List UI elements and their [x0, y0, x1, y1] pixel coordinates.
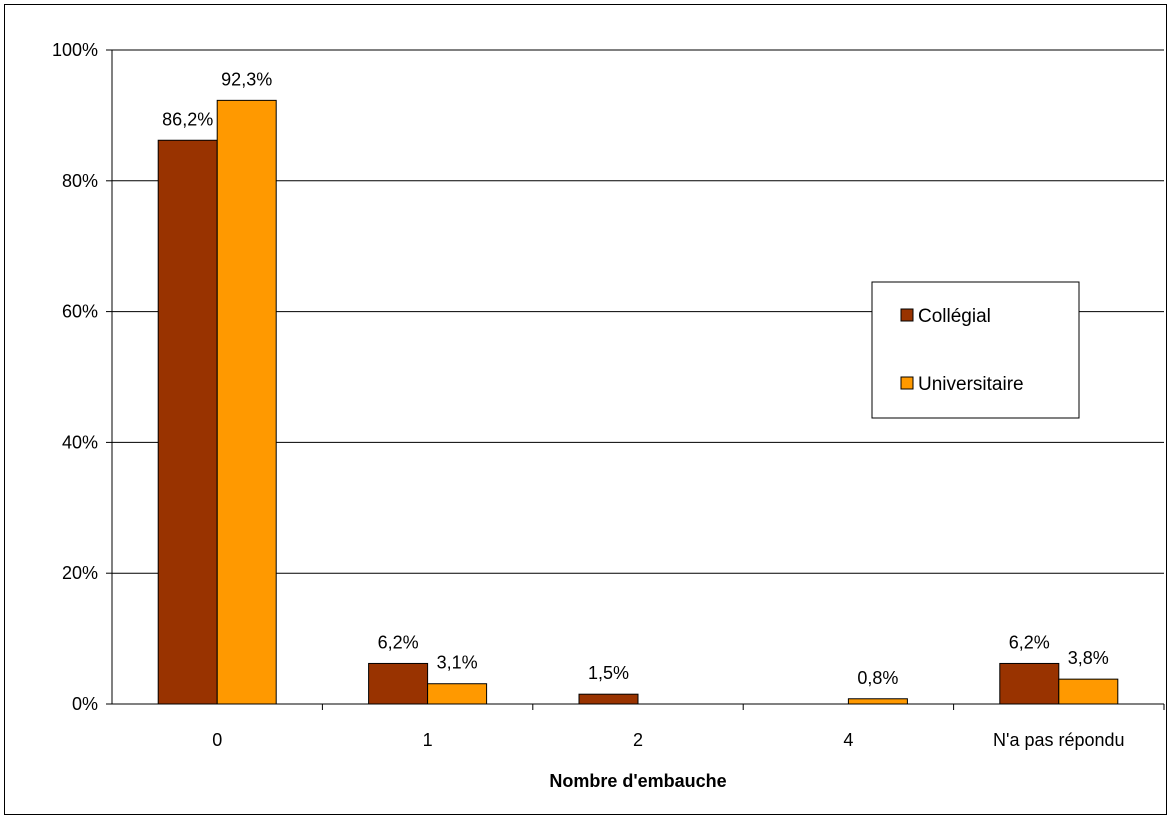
chart-frame — [4, 4, 1167, 815]
legend-swatch-collegial — [900, 308, 914, 322]
data-label: 86,2% — [162, 109, 213, 129]
data-label: 0,8% — [857, 668, 898, 688]
y-tick-label: 40% — [62, 432, 98, 452]
legend: Collégial Universitaire — [871, 281, 1080, 419]
bar-universitaire-3 — [847, 698, 908, 705]
x-tick-label: 2 — [633, 730, 643, 750]
legend-label-collegial: Collégial — [918, 306, 991, 327]
x-axis-title: Nombre d'embauche — [549, 771, 726, 791]
bar-collégial-2 — [578, 693, 639, 705]
bar-universitaire-1 — [427, 683, 488, 705]
bar-collégial-0 — [157, 139, 218, 705]
legend-label-universitaire: Universitaire — [918, 374, 1024, 395]
x-tick-labels: 0 1 2 4 N'a pas répondu — [212, 704, 1165, 750]
data-label: 3,8% — [1068, 648, 1109, 668]
data-label: 6,2% — [378, 632, 419, 652]
y-tick-labels: 0% 20% 40% 60% 80% 100% — [52, 40, 112, 714]
y-tick-label: 60% — [62, 302, 98, 322]
legend-swatch-universitaire — [900, 376, 914, 390]
axes — [111, 50, 1164, 705]
y-tick-label: 20% — [62, 563, 98, 583]
x-tick-label: 1 — [423, 730, 433, 750]
bar-universitaire-0 — [216, 99, 277, 705]
data-label: 6,2% — [1009, 632, 1050, 652]
data-label: 1,5% — [588, 663, 629, 683]
x-tick-label: 0 — [212, 730, 222, 750]
x-tick-label: N'a pas répondu — [993, 730, 1125, 750]
data-label: 3,1% — [437, 653, 478, 673]
bars — [157, 99, 1119, 705]
x-tick-label: 4 — [843, 730, 853, 750]
legend-box — [871, 281, 1080, 419]
bar-collégial-4 — [999, 662, 1060, 705]
y-tick-label: 100% — [52, 40, 98, 60]
y-tick-label: 80% — [62, 171, 98, 191]
data-labels: 86,2% 92,3% 6,2% 3,1% 1,5% 0,8% 6,2% 3,8% — [162, 69, 1109, 687]
bar-collégial-1 — [368, 662, 429, 705]
data-label: 92,3% — [221, 69, 272, 89]
y-tick-label: 0% — [72, 694, 98, 714]
bar-universitaire-4 — [1058, 678, 1119, 705]
